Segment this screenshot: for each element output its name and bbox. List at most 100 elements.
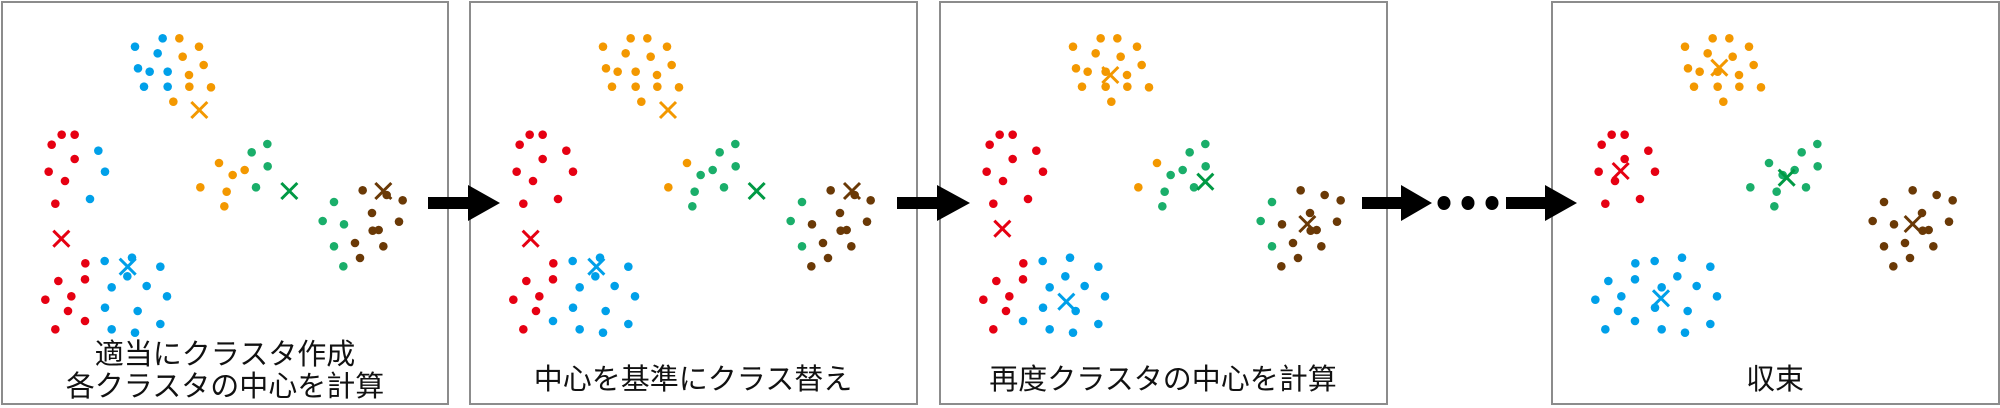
data-point-blue (1100, 292, 1110, 301)
x-mark-icon (587, 257, 606, 276)
data-point-red (1620, 130, 1629, 139)
data-point-blue (1604, 276, 1613, 286)
data-point-green (1201, 139, 1210, 149)
data-point-orange (178, 52, 187, 61)
data-point-brown (842, 225, 851, 235)
data-point-blue (591, 272, 600, 281)
caption: 収束 (1746, 362, 1804, 396)
data-point-brown (1336, 196, 1345, 205)
data-point-red (1019, 259, 1028, 268)
arrows (428, 185, 1577, 221)
data-point-brown (1879, 242, 1889, 251)
data-point-green (329, 197, 339, 207)
arrow-right-icon (1506, 185, 1577, 221)
data-point-blue (85, 194, 95, 204)
data-point-brown (1917, 208, 1927, 218)
panel-converged: 収束 (1551, 1, 2000, 405)
data-point-brown (398, 196, 407, 205)
data-point-red (549, 259, 558, 268)
data-point-orange (1144, 83, 1154, 92)
data-point-red (515, 140, 524, 149)
data-point-brown (1317, 242, 1326, 251)
data-point-orange (664, 183, 673, 192)
data-point-orange (1071, 64, 1081, 73)
data-point-blue (1706, 262, 1715, 271)
data-point-green (690, 187, 699, 196)
data-point-green (731, 139, 740, 149)
data-point-brown (1905, 253, 1915, 263)
x-mark-icon (1611, 161, 1630, 181)
data-point-blue (1680, 328, 1690, 337)
data-point-red (538, 154, 547, 164)
data-point-green (708, 165, 717, 175)
ellipsis-icon (1461, 196, 1475, 210)
data-point-brown (807, 220, 817, 229)
data-point-brown (379, 242, 388, 251)
data-point-brown (1293, 253, 1303, 263)
data-point-orange (1077, 82, 1087, 91)
data-point-green (247, 148, 256, 157)
data-point-blue (1630, 316, 1640, 326)
data-point-brown (1948, 196, 1957, 205)
data-point-red (47, 140, 56, 149)
data-point-green (1158, 202, 1167, 211)
data-point-green (263, 139, 272, 149)
data-point-red (992, 276, 1001, 286)
caption-line-1: 適当にクラスタ作成 (95, 337, 355, 371)
data-point-blue (1677, 253, 1687, 262)
data-point-green (318, 216, 327, 226)
data-point-red (80, 275, 90, 284)
data-point-blue (1045, 325, 1054, 334)
data-point-green (339, 262, 348, 271)
data-point-red (553, 194, 563, 204)
data-point-brown (1944, 217, 1954, 226)
x-mark-icon (1057, 292, 1076, 311)
data-point-red (63, 306, 73, 316)
points (979, 34, 1345, 337)
data-point-blue (133, 64, 143, 73)
data-point-blue (1045, 283, 1054, 292)
x-mark-icon (374, 181, 393, 201)
data-point-orange (214, 158, 224, 168)
data-point-brown (355, 253, 365, 263)
x-mark-icon (1710, 58, 1729, 77)
data-point-red (1008, 154, 1017, 164)
data-point-red (81, 259, 90, 268)
data-point-orange (1123, 82, 1132, 91)
data-point-brown (1296, 186, 1305, 195)
data-point-blue (1601, 325, 1610, 334)
x-mark-icon (1651, 289, 1671, 308)
data-point-green (1160, 187, 1169, 196)
data-point-blue (163, 67, 172, 76)
data-point-green (1201, 162, 1210, 171)
data-point-blue (624, 319, 633, 329)
data-point-red (989, 325, 998, 334)
data-point-orange (682, 158, 692, 168)
data-point-green (1178, 165, 1187, 175)
data-point-red (519, 325, 528, 334)
data-point-blue (548, 316, 558, 326)
data-point-blue (1068, 328, 1078, 337)
data-point-green (339, 220, 349, 229)
data-point-orange (667, 60, 676, 70)
data-point-brown (1889, 262, 1898, 271)
data-point-orange (1091, 49, 1100, 58)
data-point-red (522, 276, 531, 286)
data-point-orange (598, 42, 608, 51)
data-point-orange (1756, 83, 1766, 92)
data-point-green (1764, 158, 1774, 168)
points (509, 34, 875, 337)
data-point-orange (613, 67, 622, 76)
data-point-orange (206, 83, 216, 92)
data-point-orange (199, 60, 208, 70)
data-point-orange (1728, 52, 1737, 61)
data-point-blue (100, 256, 109, 266)
data-point-orange (1719, 97, 1728, 106)
data-point-red (1023, 194, 1033, 204)
data-point-red (982, 167, 991, 176)
data-point-red (1650, 167, 1660, 176)
data-point-brown (1288, 238, 1298, 248)
data-point-green (1813, 162, 1822, 171)
data-point-green (696, 170, 705, 180)
data-point-red (998, 176, 1008, 186)
